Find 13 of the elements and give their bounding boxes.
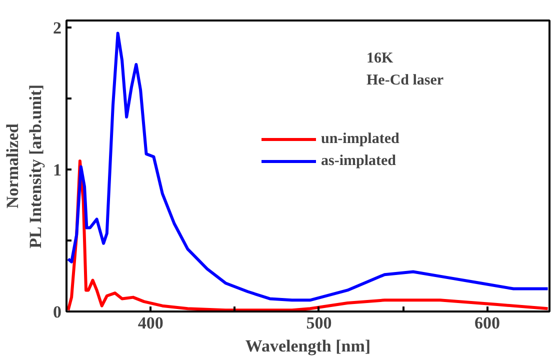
legend-label: un-implated [321, 130, 400, 148]
line-series [66, 32, 550, 302]
y-tick-label: 2 [53, 18, 62, 38]
annotation: 16K [366, 50, 394, 66]
y-tick-label: 1 [53, 160, 62, 180]
x-tick-label: 400 [138, 314, 164, 332]
y-tick-label: 0 [53, 302, 62, 322]
legend-label: as-implated [321, 152, 396, 170]
annotation: He-Cd laser [366, 72, 444, 88]
x-tick-label: 600 [474, 314, 500, 332]
x-tick-label: 500 [306, 314, 332, 332]
x-axis-title: Wavelength [nm] [245, 336, 371, 356]
y-axis-title: Normalized PL Intensity [arb.unit] [3, 84, 45, 248]
